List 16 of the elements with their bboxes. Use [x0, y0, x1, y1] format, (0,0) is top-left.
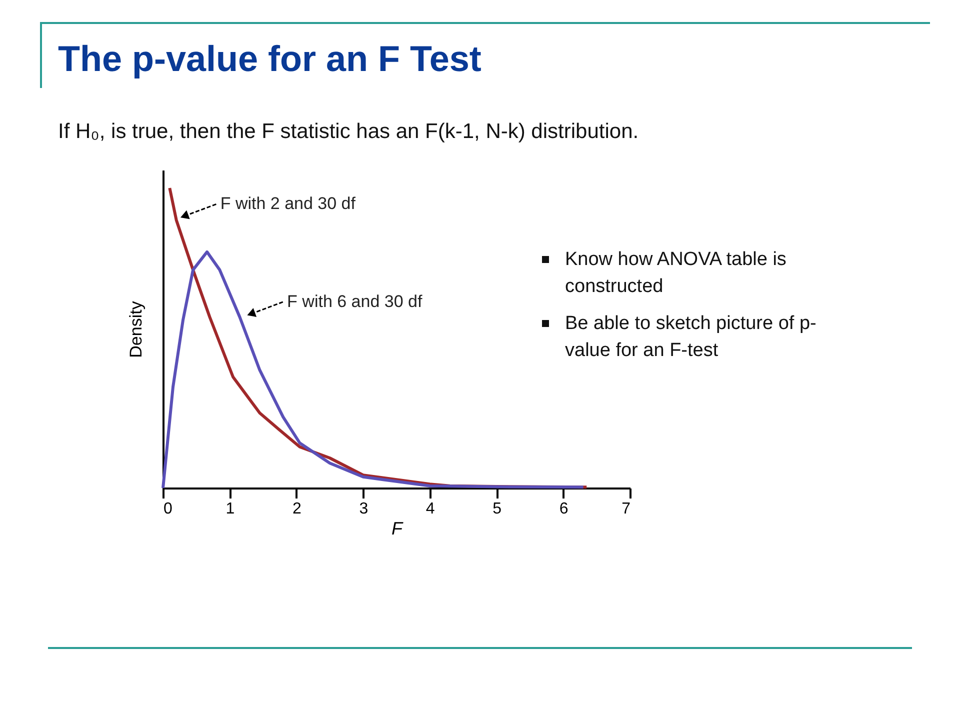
x-tick-label: 0	[164, 500, 172, 518]
chart-title: The p-value for an F Test	[58, 38, 482, 80]
x-tick-label: 7	[622, 500, 631, 518]
chart-subtitle: If H₀, is true, then the F statistic has an F(k-1, N-k) distribution.	[58, 120, 639, 144]
annotation: F with 2 and 30 df	[220, 194, 356, 214]
y-axis-title: Density	[126, 300, 146, 358]
x-tick-label: 2	[292, 500, 302, 518]
x-tick-label: 1	[226, 500, 235, 518]
annotation: Know how ANOVA table is constructed	[564, 248, 788, 299]
x-tick-label: 3	[359, 500, 368, 518]
x-tick-label: 6	[559, 500, 568, 518]
annotation: F with 6 and 30 df	[287, 292, 422, 311]
annotation: Be able to sketch picture of p-value for an F-test	[564, 312, 818, 363]
x-tick-label: 4	[426, 500, 435, 518]
x-tick-label: 5	[492, 500, 502, 518]
x-axis-title: F	[392, 518, 404, 538]
